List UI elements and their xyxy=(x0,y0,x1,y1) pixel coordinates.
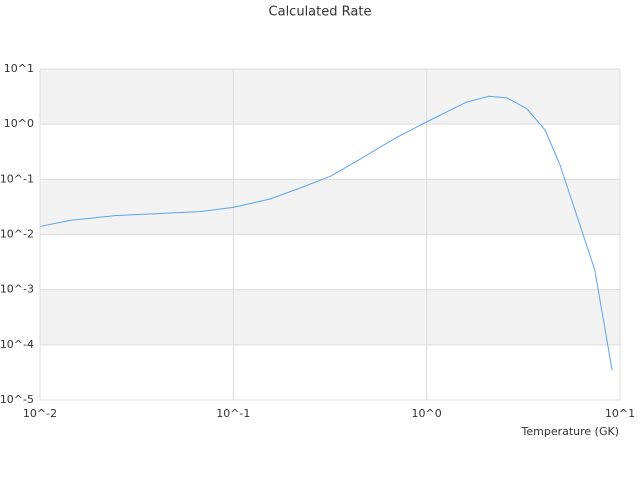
grid-band xyxy=(40,69,620,125)
x-axis-label: Temperature (GK) xyxy=(521,425,620,438)
y-tick-label: 10^0 xyxy=(4,117,34,130)
y-tick-label: 10^-1 xyxy=(0,172,34,185)
y-tick-label: 10^-5 xyxy=(0,393,34,406)
grid-band xyxy=(40,289,620,345)
x-tick-label: 10^0 xyxy=(412,407,442,420)
line xyxy=(39,95,613,371)
x-tick-label: 10^1 xyxy=(605,407,635,420)
y-tick-label: 10^-2 xyxy=(0,228,34,241)
chart-title: Calculated Rate xyxy=(269,5,372,20)
x-tick-label: 10^-1 xyxy=(216,407,250,420)
y-tick-label: 10^-4 xyxy=(0,338,34,351)
grid-band xyxy=(40,179,620,235)
y-tick-label: 10^1 xyxy=(4,62,34,75)
x-tick-label: 10^-2 xyxy=(23,407,57,420)
y-tick-label: 10^-3 xyxy=(0,283,34,296)
